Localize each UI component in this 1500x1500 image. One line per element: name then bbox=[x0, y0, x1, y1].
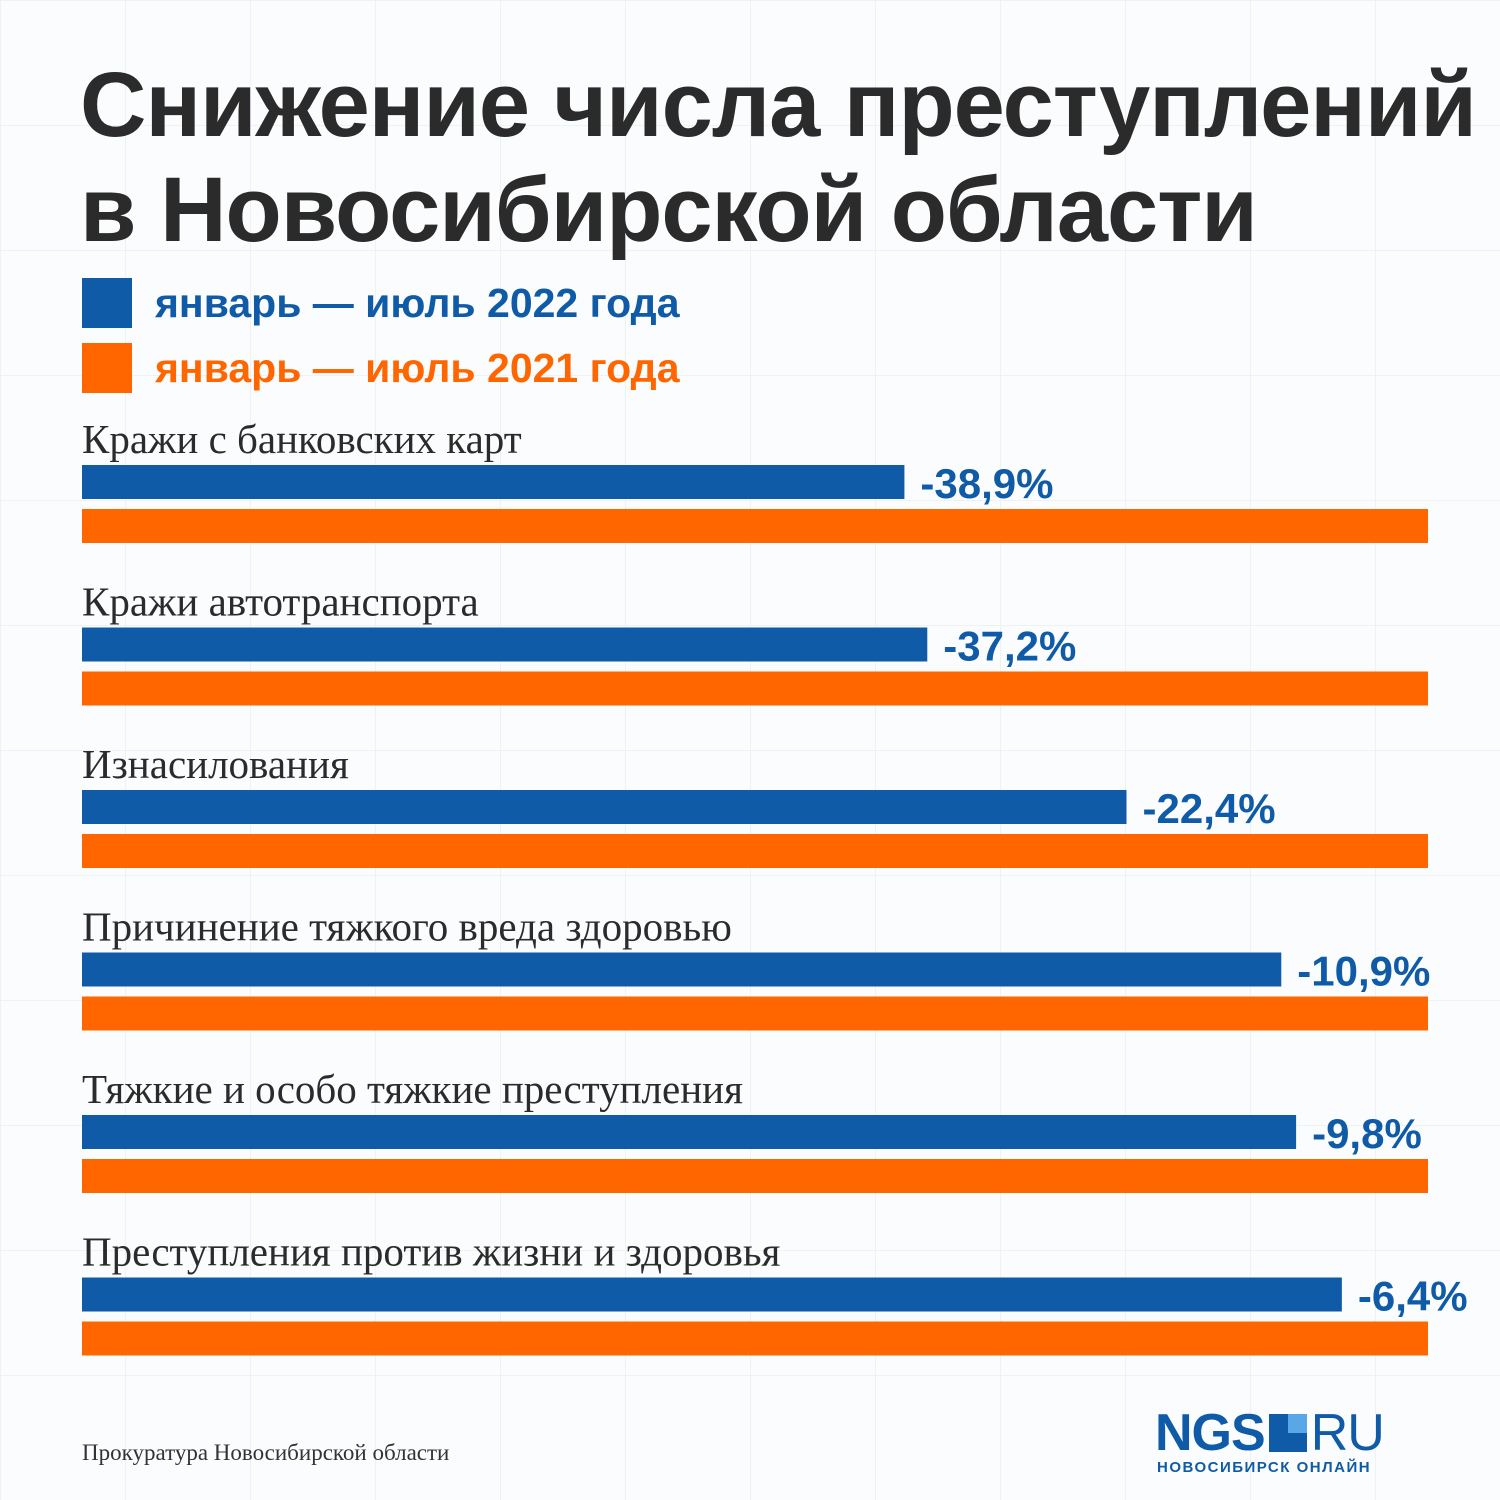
logo-ru-text: RU bbox=[1310, 1404, 1385, 1463]
category-label-5: Тяжкие и особо тяжкие преступления bbox=[82, 1066, 743, 1112]
category-label-3: Изнасилования bbox=[82, 741, 349, 787]
change-label-3: -22,4% bbox=[1142, 785, 1275, 832]
bar-2021-1 bbox=[82, 509, 1428, 543]
bar-2022-5 bbox=[82, 1115, 1297, 1149]
bar-2022-6 bbox=[82, 1277, 1342, 1312]
change-label-4: -10,9% bbox=[1297, 948, 1430, 995]
source-note: Прокуратура Новосибирской области bbox=[82, 1440, 450, 1465]
change-label-2: -37,2% bbox=[943, 623, 1076, 670]
bar-2022-2 bbox=[82, 627, 928, 662]
category-label-6: Преступления против жизни и здоровья bbox=[82, 1229, 781, 1275]
logo-ngs-text: NGS bbox=[1155, 1404, 1266, 1463]
bar-2021-4 bbox=[82, 996, 1428, 1031]
change-label-5: -9,8% bbox=[1312, 1110, 1422, 1157]
legend-label-2022: январь — июль 2022 года bbox=[155, 280, 680, 326]
logo-wordmark: NGS RU bbox=[1155, 1404, 1385, 1463]
bar-2022-1 bbox=[82, 465, 905, 499]
category-label-4: Причинение тяжкого вреда здоровью bbox=[82, 904, 732, 950]
bar-2021-6 bbox=[82, 1321, 1428, 1356]
logo-square-icon bbox=[1268, 1414, 1307, 1453]
ngs-logo: NGS RU НОВОСИБИРСК ОНЛАЙН bbox=[1155, 1405, 1435, 1480]
change-label-1: -38,9% bbox=[920, 460, 1053, 507]
bar-2022-4 bbox=[82, 952, 1282, 987]
legend-label-2021: январь — июль 2021 года bbox=[155, 345, 680, 391]
category-label-1: Кражи с банковских карт bbox=[82, 416, 522, 462]
legend-swatch-2021 bbox=[82, 343, 132, 393]
chart-title-line-1: Снижение числа преступлений bbox=[80, 54, 1477, 156]
bar-2021-5 bbox=[82, 1159, 1428, 1193]
logo-subtitle: НОВОСИБИРСК ОНЛАЙН bbox=[1157, 1459, 1372, 1476]
change-label-6: -6,4% bbox=[1358, 1273, 1468, 1320]
category-label-2: Кражи автотранспорта bbox=[82, 579, 479, 625]
bar-2022-3 bbox=[82, 790, 1127, 824]
bar-2021-2 bbox=[82, 671, 1428, 706]
bar-2021-3 bbox=[82, 834, 1428, 868]
chart-title-line-2: в Новосибирской области bbox=[80, 159, 1258, 261]
legend-swatch-2022 bbox=[82, 278, 132, 328]
